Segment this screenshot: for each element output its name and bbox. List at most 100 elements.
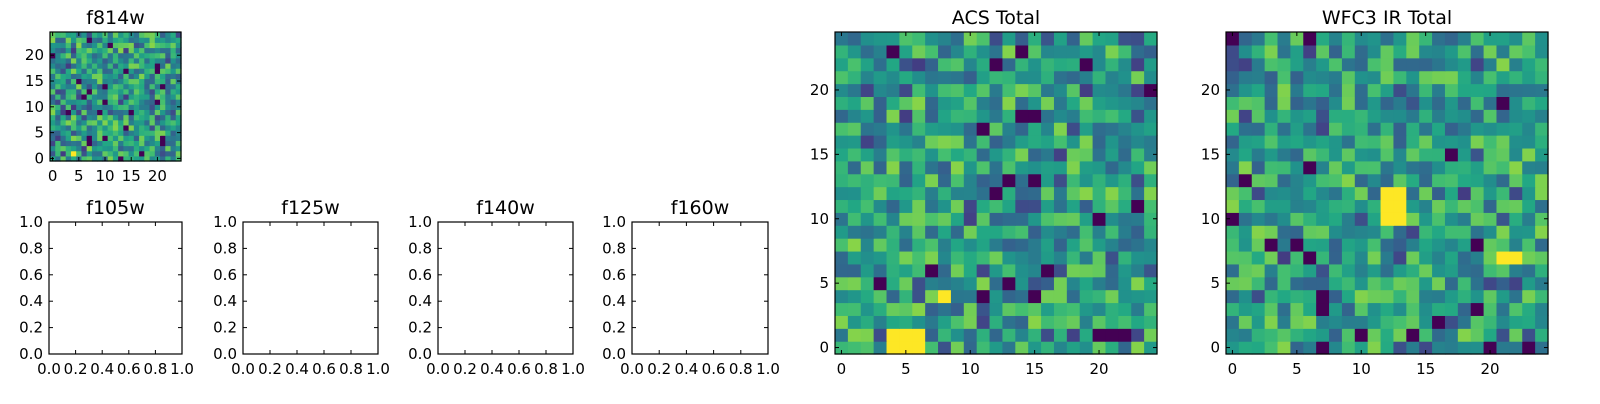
- heatmap-cell: [65, 32, 72, 38]
- heatmap-cell: [1226, 44, 1240, 59]
- heatmap-cell: [1144, 225, 1158, 239]
- heatmap-cell: [149, 62, 156, 69]
- heatmap-cell: [60, 109, 67, 116]
- heatmap-cell: [1015, 238, 1029, 252]
- heatmap-cell: [118, 32, 124, 38]
- heatmap-cell: [1041, 199, 1055, 213]
- heatmap-cell: [50, 93, 56, 100]
- heatmap-cell: [1380, 199, 1395, 213]
- heatmap-cell: [1028, 315, 1042, 329]
- heatmap-cell: [1118, 302, 1132, 316]
- heatmap-cell: [1444, 160, 1459, 175]
- heatmap-cell: [1329, 44, 1343, 59]
- heatmap-cell: [1002, 70, 1016, 85]
- x-tick-label: 1.0: [756, 360, 780, 378]
- heatmap-cell: [50, 47, 56, 54]
- heatmap-cell: [1066, 173, 1081, 188]
- heatmap-cell: [1341, 147, 1356, 162]
- heatmap-cell: [1303, 315, 1317, 329]
- heatmap-cell: [899, 44, 913, 59]
- heatmap-cell: [886, 225, 900, 239]
- heatmap-cell: [1329, 186, 1343, 201]
- heatmap-cell: [1290, 135, 1304, 149]
- heatmap-cell: [1041, 83, 1055, 97]
- heatmap-cell: [1535, 225, 1549, 239]
- heatmap-cell: [1251, 225, 1266, 239]
- heatmap-cell: [1264, 263, 1279, 278]
- heatmap-cell: [123, 140, 130, 147]
- heatmap-cell: [1290, 160, 1304, 175]
- heatmap-cell: [1341, 302, 1356, 316]
- heatmap-cell: [170, 93, 177, 100]
- axes-frame: [834, 31, 1158, 355]
- heatmap-cell: [1354, 44, 1369, 59]
- heatmap-cell: [1354, 225, 1369, 239]
- heatmap-cell: [1535, 57, 1549, 72]
- heatmap-cell: [1316, 302, 1330, 316]
- heatmap-cell: [899, 147, 913, 162]
- heatmap-cell: [886, 238, 900, 252]
- heatmap-cell: [65, 57, 72, 64]
- heatmap-cell: [144, 83, 151, 90]
- heatmap-cell: [1522, 147, 1536, 162]
- heatmap-cell: [1457, 122, 1472, 136]
- heatmap-cell: [1226, 276, 1240, 291]
- heatmap-cell: [899, 135, 913, 149]
- heatmap-cell: [963, 276, 978, 291]
- heatmap-cell: [1470, 199, 1485, 213]
- heatmap-cell: [950, 122, 965, 136]
- heatmap-cell: [133, 124, 140, 131]
- heatmap-cell: [123, 32, 130, 38]
- heatmap-cell: [1277, 186, 1291, 201]
- heatmap-cell: [123, 47, 130, 54]
- heatmap-cell: [123, 145, 130, 152]
- heatmap-cell: [123, 135, 130, 141]
- heatmap-cell: [1290, 32, 1304, 46]
- heatmap-cell: [1419, 32, 1433, 46]
- heatmap-cell: [1053, 276, 1068, 291]
- heatmap-cell: [1251, 83, 1266, 97]
- heatmap-cell: [1131, 109, 1145, 123]
- heatmap-cell: [133, 140, 140, 147]
- heatmap-cell: [139, 42, 145, 49]
- heatmap-cell: [55, 93, 62, 100]
- heatmap-cell: [76, 135, 83, 141]
- heatmap-cell: [963, 238, 978, 252]
- heatmap-cell: [154, 114, 161, 121]
- heatmap-cell: [1277, 109, 1291, 123]
- heatmap-cell: [860, 70, 875, 85]
- heatmap-cell: [1264, 109, 1279, 123]
- heatmap-cell: [1432, 57, 1446, 72]
- heatmap-cell: [107, 42, 114, 49]
- heatmap-cell: [160, 130, 166, 136]
- heatmap-cell: [1015, 341, 1029, 355]
- heatmap-cell: [165, 83, 172, 90]
- y-tick-label: 0.0: [408, 345, 432, 363]
- heatmap-cell: [86, 114, 93, 121]
- heatmap-cell: [55, 73, 62, 80]
- heatmap-cell: [1483, 276, 1498, 291]
- heatmap-cell: [1131, 238, 1145, 252]
- heatmap-cell: [133, 114, 140, 121]
- heatmap-cell: [1028, 212, 1042, 226]
- y-tick-label: 1.0: [408, 213, 432, 231]
- heatmap-cell: [133, 109, 140, 116]
- heatmap-cell: [1066, 44, 1081, 59]
- heatmap-cell: [963, 135, 978, 149]
- heatmap-cell: [1264, 173, 1279, 188]
- heatmap-cell: [149, 52, 156, 59]
- heatmap-cell: [118, 88, 124, 95]
- heatmap-cell: [847, 186, 862, 201]
- heatmap-cell: [963, 289, 978, 304]
- heatmap-cell: [1470, 302, 1485, 316]
- heatmap-cell: [1264, 328, 1279, 342]
- heatmap-cell: [1509, 328, 1523, 342]
- heatmap-cell: [102, 57, 109, 64]
- heatmap-cell: [1535, 122, 1549, 136]
- heatmap-cell: [65, 145, 72, 152]
- heatmap-cell: [912, 70, 926, 85]
- heatmap-cell: [1354, 186, 1369, 201]
- heatmap-cell: [154, 135, 161, 141]
- heatmap-cell: [123, 52, 130, 59]
